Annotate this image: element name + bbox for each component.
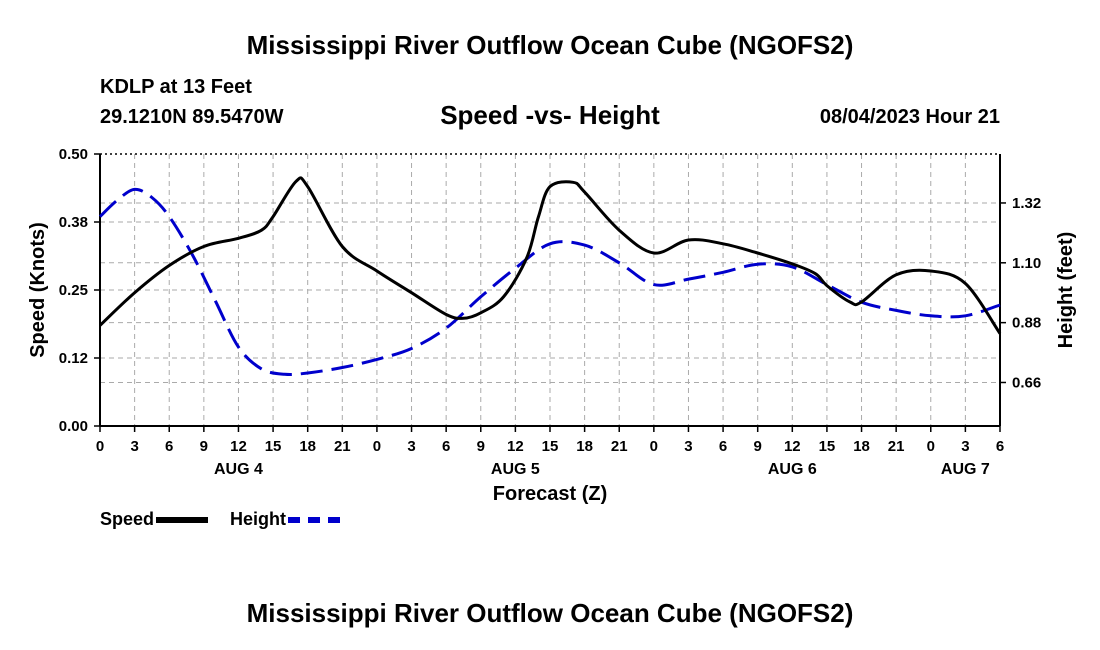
legend-speed-swatch bbox=[156, 516, 209, 523]
x-tick-label: 0 bbox=[927, 438, 935, 455]
x-tick-label: 0 bbox=[373, 438, 381, 455]
x-tick-label: 21 bbox=[334, 438, 351, 455]
x-tick-label: 3 bbox=[684, 438, 692, 455]
y-tick-label-left: 0.00 bbox=[59, 418, 88, 435]
x-day-label: AUG 4 bbox=[214, 461, 263, 478]
y-tick-label-right: 0.66 bbox=[1012, 374, 1041, 391]
x-day-label: AUG 7 bbox=[941, 461, 990, 478]
y-tick-label-right: 0.88 bbox=[1012, 315, 1041, 332]
y-axis-title-right: Height (feet) bbox=[1055, 232, 1077, 349]
footer-title: Mississippi River Outflow Ocean Cube (NG… bbox=[246, 598, 854, 628]
x-tick-label: 0 bbox=[650, 438, 658, 455]
x-tick-label: 3 bbox=[961, 438, 969, 455]
speed-height-chart: 0 3 6 9 12 15 18 21 0 3 6 9 12 15 18 21 0 3 6 9 12 15 18 21 0 3 6A… bbox=[27, 146, 1077, 505]
x-tick-label: 21 bbox=[611, 438, 628, 455]
chart-subtitle: Speed -vs- Height bbox=[440, 100, 660, 130]
x-tick-label: 12 bbox=[784, 438, 801, 455]
x-tick-label: 3 bbox=[130, 438, 138, 455]
coordinates-label: 29.1210N 89.5470W bbox=[100, 106, 284, 128]
datetime-label: 08/04/2023 Hour 21 bbox=[819, 106, 1000, 128]
x-tick-label: 6 bbox=[165, 438, 173, 455]
x-day-label: AUG 5 bbox=[491, 461, 540, 478]
y-tick-label-left: 0.50 bbox=[59, 146, 88, 163]
legend-speed-label: Speed bbox=[100, 509, 155, 529]
y-tick-label-right: 1.32 bbox=[1012, 195, 1041, 212]
x-tick-label: 18 bbox=[853, 438, 870, 455]
x-tick-label: 0 bbox=[96, 438, 104, 455]
chart-title: Mississippi River Outflow Ocean Cube (NG… bbox=[246, 30, 854, 60]
x-tick-label: 12 bbox=[507, 438, 524, 455]
legend-height: Height bbox=[230, 509, 340, 530]
y-tick-label-left: 0.25 bbox=[59, 282, 88, 299]
y-tick-label-left: 0.38 bbox=[59, 214, 88, 231]
x-tick-label: 6 bbox=[996, 438, 1004, 455]
legend-height-swatch bbox=[288, 516, 340, 523]
x-tick-label: 12 bbox=[230, 438, 247, 455]
x-tick-label: 21 bbox=[888, 438, 905, 455]
x-tick-label: 6 bbox=[719, 438, 727, 455]
x-tick-label: 6 bbox=[442, 438, 450, 455]
series-line-speed bbox=[98, 176, 1002, 335]
x-day-label: AUG 6 bbox=[768, 461, 817, 478]
x-tick-label: 9 bbox=[477, 438, 485, 455]
x-tick-label: 9 bbox=[754, 438, 762, 455]
x-tick-label: 18 bbox=[576, 438, 593, 455]
y-tick-label-left: 0.12 bbox=[59, 350, 88, 367]
x-axis-title: Forecast (Z) bbox=[493, 483, 607, 505]
y-axis-title-left: Speed (Knots) bbox=[27, 222, 49, 358]
x-tick-label: 3 bbox=[407, 438, 415, 455]
y-tick-label-right: 1.10 bbox=[1012, 255, 1041, 272]
x-tick-label: 15 bbox=[819, 438, 836, 455]
series-line-height bbox=[98, 187, 1001, 377]
station-label: KDLP at 13 Feet bbox=[100, 76, 252, 98]
x-tick-label: 9 bbox=[200, 438, 208, 455]
legend-speed: Speed bbox=[100, 509, 209, 530]
x-tick-label: 18 bbox=[299, 438, 316, 455]
x-tick-label: 15 bbox=[542, 438, 559, 455]
x-tick-label: 15 bbox=[265, 438, 282, 455]
legend-height-label: Height bbox=[230, 509, 286, 529]
